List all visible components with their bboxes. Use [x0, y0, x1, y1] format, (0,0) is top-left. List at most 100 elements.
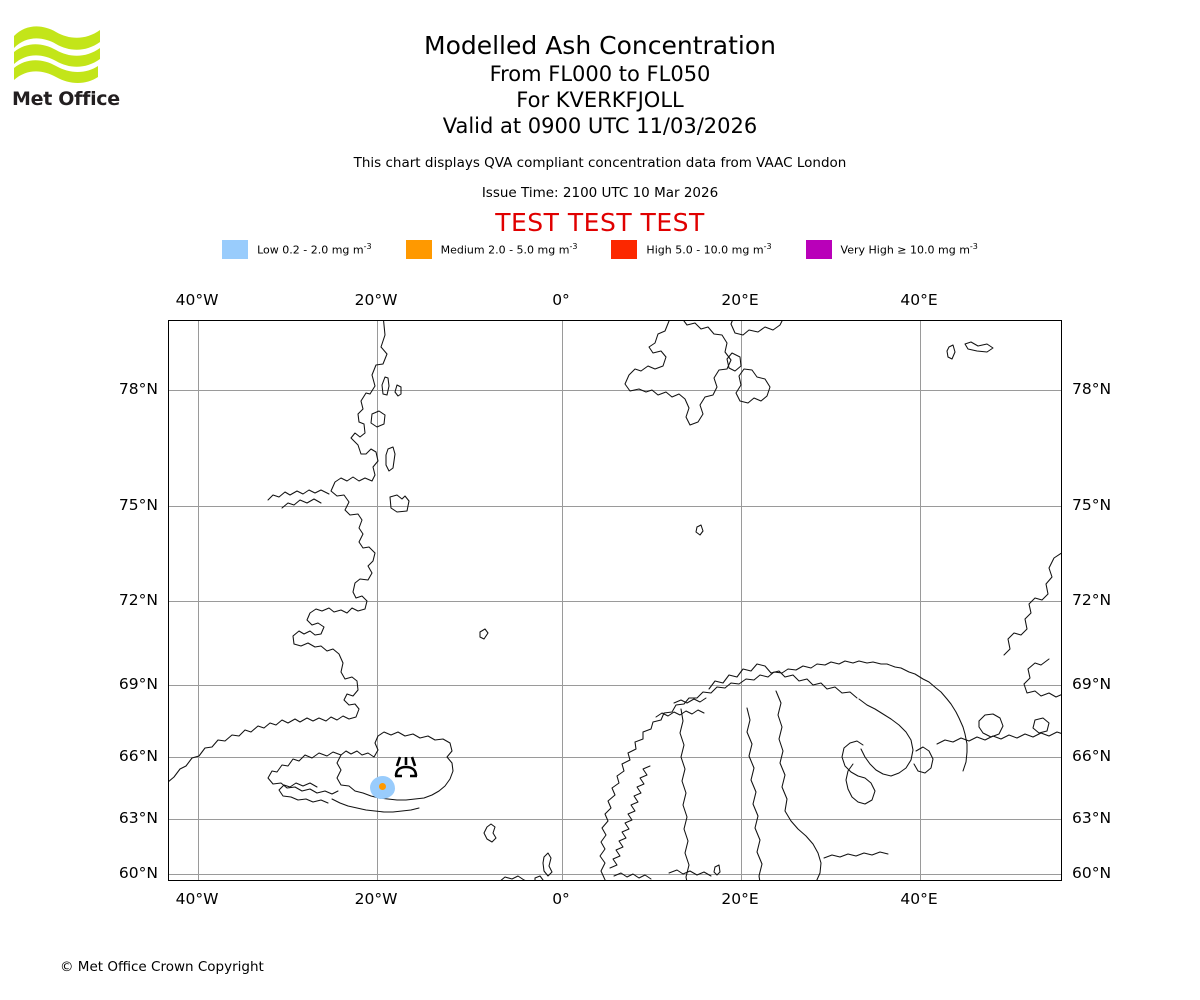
coastline-island-greenland-3 — [385, 446, 396, 472]
coastline-orkney — [534, 875, 544, 880]
coastline-faroe-islands — [483, 823, 497, 843]
met-office-waves-icon — [14, 26, 100, 83]
coastline-gotland — [713, 864, 721, 876]
coastline-iceland — [336, 731, 454, 801]
coastline-gulf-of-finland — [823, 851, 889, 859]
legend-item-high: High 5.0 - 10.0 mg m-3 — [611, 240, 772, 259]
lat-tick-left-78N: 78°N — [118, 380, 158, 398]
lat-tick-right-66N: 66°N — [1072, 747, 1112, 765]
legend-swatch-medium — [405, 240, 432, 259]
coastline-island-greenland-2 — [394, 384, 402, 397]
gridline-lat-75N — [169, 506, 1061, 507]
coastline-iceland-south — [331, 798, 420, 813]
lon-tick-bottom-40W: 40°W — [175, 890, 219, 908]
coastline-island-greenland-4 — [389, 494, 410, 513]
coastline-scotland — [500, 875, 526, 880]
gridline-lon-20E — [741, 321, 742, 880]
coastline-denmark — [613, 872, 652, 880]
lat-tick-right-63N: 63°N — [1072, 809, 1112, 827]
lon-tick-top-20W: 20°W — [354, 291, 398, 309]
coastline-edgeoya — [735, 368, 771, 404]
coastline-bear-island — [695, 524, 704, 536]
coastline-gulf-of-bothnia — [679, 708, 690, 880]
coastline-novaya-zemlya — [1003, 552, 1061, 656]
map-frame — [168, 320, 1062, 881]
coastline-white-sea — [858, 698, 914, 777]
legend-swatch-low — [222, 240, 249, 259]
lat-tick-right-78N: 78°N — [1072, 380, 1112, 398]
valid-time-subtitle: Valid at 0900 UTC 11/03/2026 — [442, 114, 758, 138]
gridline-lon-0 — [562, 321, 563, 880]
coastline-shetland — [542, 852, 553, 877]
coastline-lofoten — [655, 709, 705, 718]
ash-plume-medium — [379, 783, 386, 790]
copyright-notice: © Met Office Crown Copyright — [60, 959, 264, 975]
met-office-logo: Met Office — [12, 22, 122, 112]
coastline-kanin — [978, 713, 1004, 738]
lon-tick-top-0: 0° — [552, 291, 570, 309]
coastline-iceland-westfjords — [267, 751, 342, 795]
lat-tick-left-63N: 63°N — [118, 809, 158, 827]
coastline-nordaustlandet — [730, 321, 783, 336]
lat-tick-right-69N: 69°N — [1072, 675, 1112, 693]
lat-tick-right-60N: 60°N — [1072, 864, 1112, 882]
coastline-white-sea-inner — [841, 740, 876, 805]
lon-tick-bottom-0: 0° — [552, 890, 570, 908]
volcano-marker-icon — [394, 756, 418, 778]
coastline-kola-bay — [913, 746, 934, 774]
coastline-spitsbergen — [624, 321, 732, 426]
coastline-vesteralen — [673, 697, 707, 704]
gridline-lat-60N — [169, 874, 1061, 875]
legend-swatch-very-high — [805, 240, 832, 259]
lat-tick-left-60N: 60°N — [118, 864, 158, 882]
lat-tick-right-75N: 75°N — [1072, 496, 1112, 514]
legend-item-very-high: Very High ≥ 10.0 mg m-3 — [805, 240, 978, 259]
coastline-south-sweden — [668, 869, 712, 877]
gridline-lat-63N — [169, 819, 1061, 820]
met-office-wordmark: Met Office — [12, 88, 120, 110]
lon-tick-bottom-40E: 40°E — [900, 890, 938, 908]
lon-tick-bottom-20W: 20°W — [354, 890, 398, 908]
gridline-lon-40E — [920, 321, 921, 880]
gridline-lat-72N — [169, 601, 1061, 602]
gridline-lat-66N — [169, 757, 1061, 758]
coastline-finland-east — [775, 690, 822, 880]
lon-tick-top-40W: 40°W — [175, 291, 219, 309]
coastline-kvitoya — [946, 344, 956, 360]
coastline-novaya-zemlya-south — [1023, 658, 1061, 698]
chart-heading-block: Modelled Ash Concentration From FL000 to… — [0, 0, 1200, 237]
volcano-subtitle: For KVERKFJOLL — [516, 88, 684, 112]
gridline-lat-69N — [169, 685, 1061, 686]
lat-tick-left-69N: 69°N — [118, 675, 158, 693]
coastline-bothnia-east — [746, 707, 763, 880]
legend-item-low: Low 0.2 - 2.0 mg m-3 — [222, 240, 372, 259]
coastline-iceland-snaefellsnes — [278, 782, 329, 804]
coastline-barentsoya — [726, 352, 742, 372]
legend-item-medium: Medium 2.0 - 5.0 mg m-3 — [405, 240, 577, 259]
legend-label-low: Low 0.2 - 2.0 mg m-3 — [257, 242, 372, 257]
test-banner: TEST TEST TEST — [495, 208, 705, 237]
legend-swatch-high — [611, 240, 638, 259]
coastline-norway-scandinavia — [599, 660, 968, 880]
coastline-jan-mayen — [479, 628, 489, 640]
coastline-greenland — [169, 321, 388, 782]
gridline-lon-20W — [377, 321, 378, 880]
issue-time: Issue Time: 2100 UTC 10 Mar 2026 — [481, 185, 719, 201]
lon-tick-bottom-20E: 20°E — [721, 890, 759, 908]
coastline-greenland-fjord-b — [281, 498, 322, 509]
coastline-island-greenland-1 — [381, 376, 390, 396]
lat-tick-right-72N: 72°N — [1072, 591, 1112, 609]
ash-concentration-map[interactable] — [168, 320, 1062, 881]
qva-note: This chart displays QVA compliant concen… — [353, 155, 847, 171]
page-title: Modelled Ash Concentration — [424, 31, 776, 60]
gridline-lon-40W — [198, 321, 199, 880]
coastline-kolguyev — [1032, 717, 1050, 734]
lon-tick-top-40E: 40°E — [900, 291, 938, 309]
coastline-greenland-fjords — [267, 489, 330, 501]
legend-label-very-high: Very High ≥ 10.0 mg m-3 — [840, 242, 978, 257]
lat-tick-left-66N: 66°N — [118, 747, 158, 765]
coastline-russia-north — [936, 731, 1061, 745]
lon-tick-top-20E: 20°E — [721, 291, 759, 309]
gridline-lat-78N — [169, 390, 1061, 391]
coastline-kong-karls-land — [964, 341, 994, 353]
